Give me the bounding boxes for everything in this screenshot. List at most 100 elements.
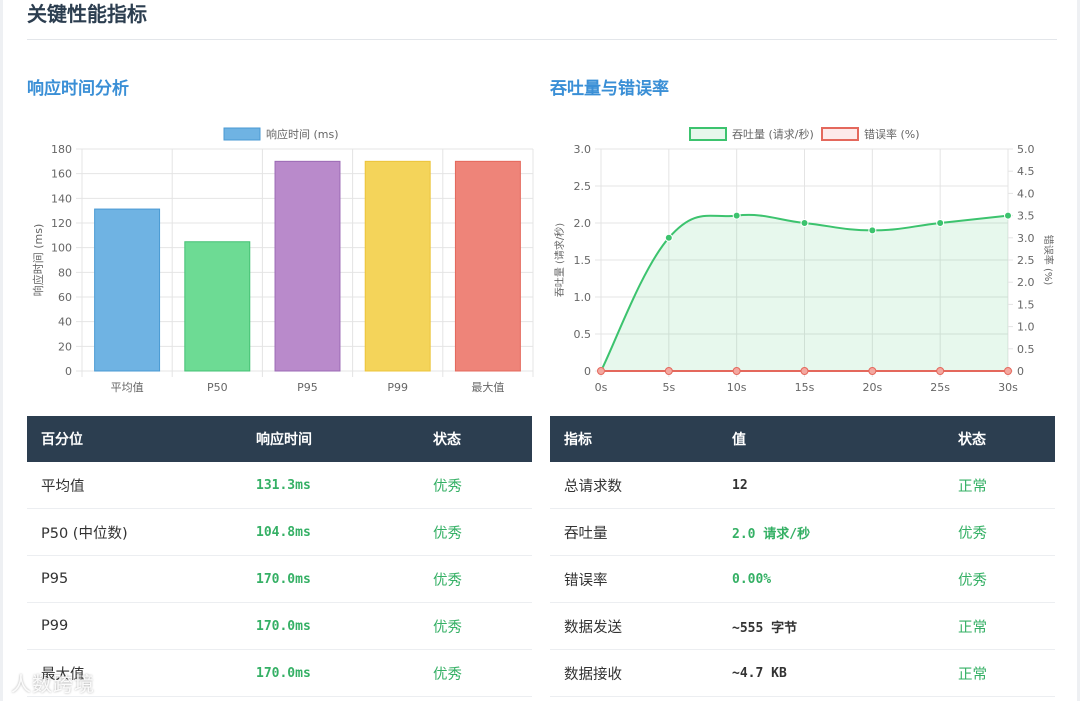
table-row: 平均值 131.3ms 优秀 xyxy=(27,462,532,509)
response-time-chart: 响应时间 (ms) 0 20 40 60 80 100 120 140 160 180 响应时间 (m… xyxy=(27,118,537,407)
y-tick-label: 80 xyxy=(58,266,72,279)
y-tick-label-left: 0.5 xyxy=(574,328,592,341)
row-status: 优秀 xyxy=(419,555,532,603)
percentile-table: 百分位 响应时间 状态 平均值 131.3ms 优秀 P50 (中位数) 104… xyxy=(27,416,532,697)
y-tick-label-right: 5.0 xyxy=(1017,143,1035,156)
error-point xyxy=(664,367,673,375)
throughput-point xyxy=(868,226,877,235)
row-label: 最大值 xyxy=(27,649,242,697)
table-row: 吞吐量 2.0 请求/秒 优秀 xyxy=(550,508,1055,556)
table-row: P95 170.0ms 优秀 xyxy=(27,555,532,603)
throughput-point xyxy=(1004,211,1012,220)
y-tick-label: 60 xyxy=(58,291,72,304)
x-tick-label: 20s xyxy=(862,381,882,394)
legend: 响应时间 (ms) xyxy=(223,127,339,141)
x-tick-label: P99 xyxy=(387,381,408,394)
watermark-text: 人数跨境 xyxy=(11,672,95,696)
bar xyxy=(274,160,341,372)
bar xyxy=(94,208,161,372)
y-tick-label-left: 3.0 xyxy=(574,143,592,156)
page-title: 关键性能指标 xyxy=(27,2,147,26)
y-axis-label-left: 吞吐量 (请求/秒) xyxy=(553,223,566,297)
legend-swatch xyxy=(223,127,261,141)
y-tick-label-right: 4.0 xyxy=(1017,187,1035,200)
legend-label-error: 错误率 (%) xyxy=(864,127,920,141)
row-label: 吞吐量 xyxy=(550,508,718,556)
y-tick-label-left: 0 xyxy=(584,365,591,378)
legend-label-throughput: 吞吐量 (请求/秒) xyxy=(732,127,814,141)
bar xyxy=(454,160,521,372)
y-tick-label-left: 1.5 xyxy=(574,254,592,267)
y-tick-label-left: 1.0 xyxy=(574,291,592,304)
y-tick-label: 120 xyxy=(51,217,72,230)
header-status: 状态 xyxy=(419,416,532,462)
table-row: 错误率 0.00% 优秀 xyxy=(550,555,1055,603)
error-point xyxy=(597,367,605,375)
y-tick-label-right: 0 xyxy=(1017,365,1024,378)
row-value: 131.3ms xyxy=(242,462,419,509)
error-point xyxy=(800,367,809,375)
y-tick-label-right: 2.5 xyxy=(1017,254,1035,267)
y-tick-label-right: 1.0 xyxy=(1017,321,1035,334)
y-axis-label: 响应时间 (ms) xyxy=(31,224,45,297)
error-point xyxy=(732,367,741,375)
row-value: 170.0ms xyxy=(242,649,419,697)
header-status: 状态 xyxy=(944,416,1055,462)
error-point xyxy=(1004,367,1012,375)
y-tick-label-right: 3.5 xyxy=(1017,210,1035,223)
y-tick-label-right: 3.0 xyxy=(1017,232,1035,245)
table-row: 数据发送 ~555 字节 正常 xyxy=(550,602,1055,650)
row-value: 170.0ms xyxy=(242,602,419,650)
response-time-chart-svg: 响应时间 (ms) 0 20 40 60 80 100 120 140 160 180 响应时间 (m… xyxy=(31,127,534,394)
y-tick-label-left: 2.0 xyxy=(574,217,592,230)
y-tick-label-right: 0.5 xyxy=(1017,343,1035,356)
x-tick-label: 10s xyxy=(727,381,747,394)
x-tick-label: 30s xyxy=(998,381,1018,394)
x-tick-label: 25s xyxy=(930,381,950,394)
row-label: 平均值 xyxy=(27,462,242,509)
header-metric: 指标 xyxy=(550,416,718,462)
y-tick-label-right: 4.5 xyxy=(1017,165,1035,178)
throughput-point xyxy=(936,219,945,227)
table-row: P99 170.0ms 优秀 xyxy=(27,602,532,650)
legend: 吞吐量 (请求/秒) 错误率 (%) xyxy=(689,127,920,141)
y-tick-label: 100 xyxy=(51,242,72,255)
x-tick-label: 平均值 xyxy=(111,381,144,394)
row-value: 104.8ms xyxy=(242,508,419,556)
y-tick-label-right: 2.0 xyxy=(1017,276,1035,289)
row-label: P50 (中位数) xyxy=(27,508,242,556)
legend-label: 响应时间 (ms) xyxy=(266,127,339,141)
summary-table: 指标 值 状态 总请求数 12 正常 吞吐量 2.0 请求/秒 优秀 错误率 0… xyxy=(550,416,1055,697)
row-label: 数据发送 xyxy=(550,602,718,650)
row-status: 正常 xyxy=(944,602,1055,650)
row-label: 总请求数 xyxy=(550,462,718,509)
table-row: P50 (中位数) 104.8ms 优秀 xyxy=(27,508,532,556)
row-status: 正常 xyxy=(944,649,1055,697)
header-value: 值 xyxy=(718,416,944,462)
row-value: 12 xyxy=(718,462,944,509)
y-tick-label: 20 xyxy=(58,340,72,353)
percentile-table-header: 百分位 响应时间 状态 xyxy=(27,416,532,462)
x-tick-label: 0s xyxy=(595,381,608,394)
y-tick-label: 0 xyxy=(65,365,72,378)
row-value: 0.00% xyxy=(718,555,944,603)
row-value: 170.0ms xyxy=(242,555,419,603)
response-time-section-title: 响应时间分析 xyxy=(27,79,129,99)
header-percentile: 百分位 xyxy=(27,416,242,462)
row-value: ~4.7 KB xyxy=(718,649,944,697)
y-axis-label-right: 错误率 (%) xyxy=(1042,235,1055,286)
table-row: 最大值 170.0ms 优秀 xyxy=(27,649,532,697)
row-label: P95 xyxy=(27,555,242,603)
error-point xyxy=(936,367,945,375)
table-row: 总请求数 12 正常 xyxy=(550,462,1055,509)
y-tick-label: 180 xyxy=(51,143,72,156)
row-value: 2.0 请求/秒 xyxy=(718,508,944,556)
y-tick-label-left: 2.5 xyxy=(574,180,592,193)
title-divider xyxy=(27,39,1057,40)
row-value: ~555 字节 xyxy=(718,602,944,650)
y-tick-label: 160 xyxy=(51,168,72,181)
bar xyxy=(364,160,431,372)
x-tick-label: 5s xyxy=(662,381,675,394)
legend-swatch-error xyxy=(821,127,859,141)
x-tick-label: P50 xyxy=(207,381,228,394)
